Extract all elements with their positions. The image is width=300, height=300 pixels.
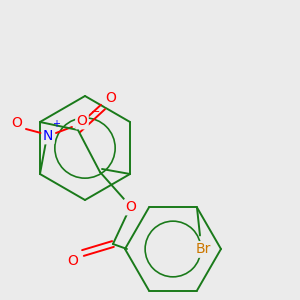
Text: −: − — [91, 107, 101, 117]
Text: O: O — [106, 91, 116, 105]
Text: O: O — [125, 200, 136, 214]
Text: Br: Br — [195, 242, 211, 256]
Text: N: N — [43, 129, 53, 143]
Text: O: O — [11, 116, 22, 130]
Text: O: O — [76, 114, 87, 128]
Text: O: O — [68, 254, 78, 268]
Text: +: + — [52, 119, 60, 129]
